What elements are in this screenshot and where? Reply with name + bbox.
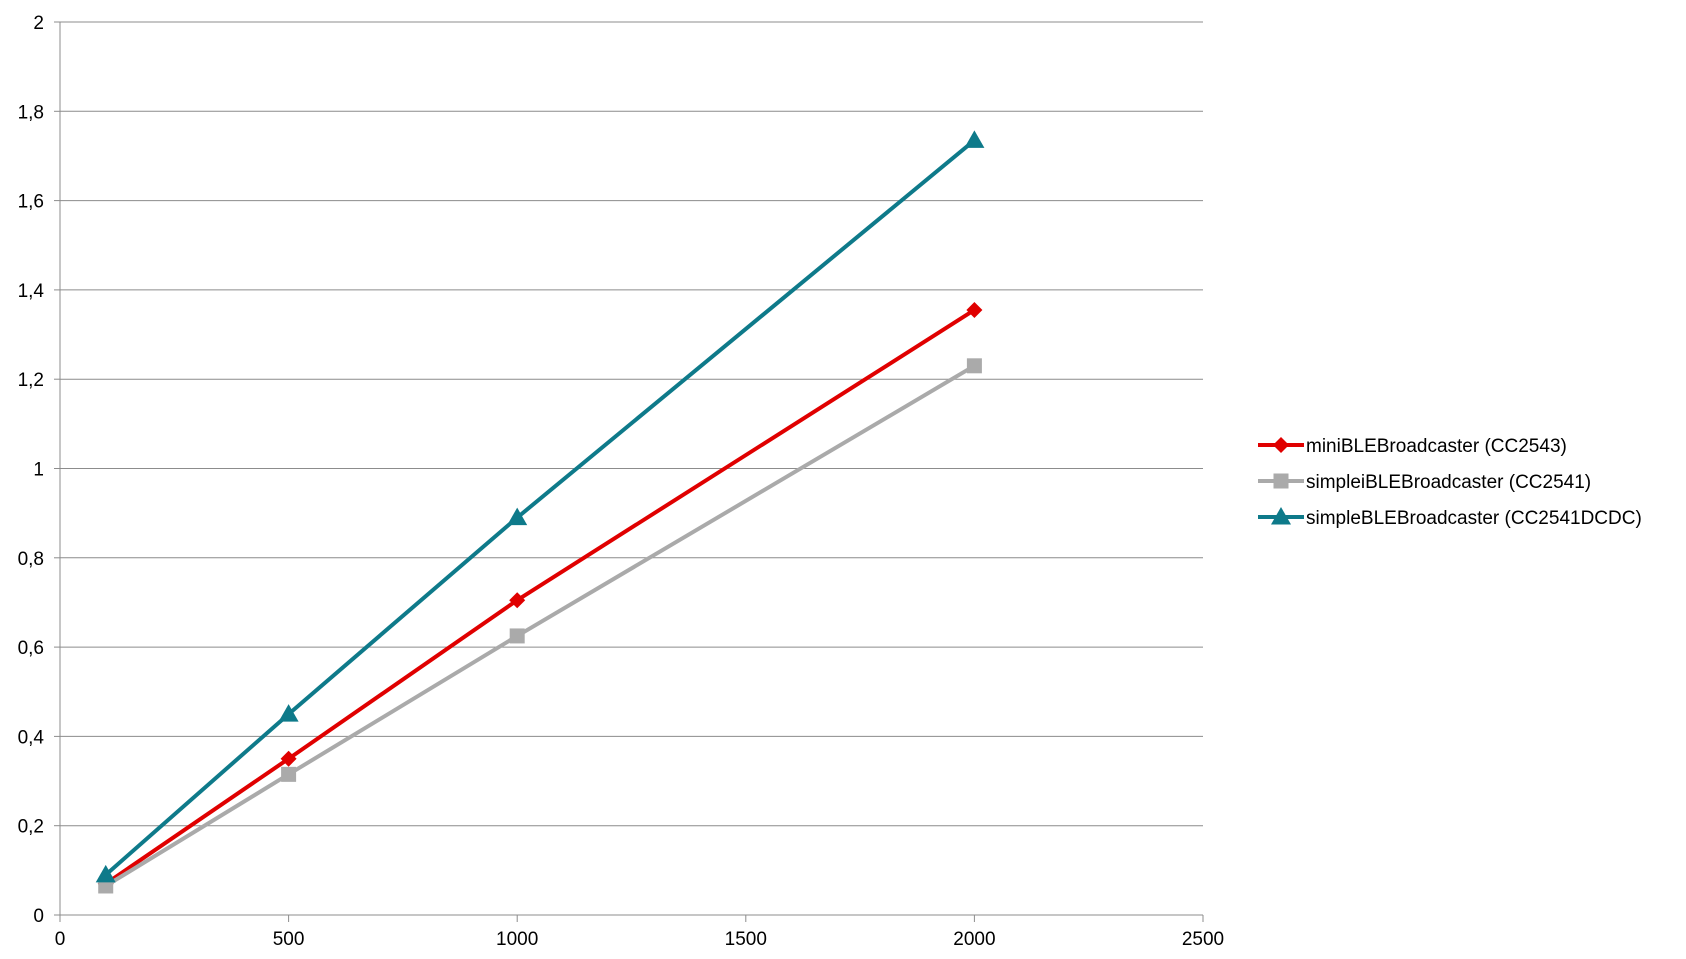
x-axis-tick-labels: 0 500 1000 1500 2000 2500 [55, 929, 1224, 950]
x-tick-label: 500 [273, 929, 305, 950]
series-line [103, 307, 977, 886]
series-layer [95, 130, 985, 894]
x-tick-label: 2500 [1182, 929, 1224, 950]
legend-label: miniBLEBroadcaster (CC2543) [1306, 436, 1567, 457]
legend-swatch-marker [1273, 437, 1289, 453]
data-point [507, 507, 528, 526]
axes [54, 21, 1204, 922]
series-line [103, 138, 977, 877]
y-tick-label: 0,8 [18, 549, 44, 570]
series-mini-ble-broadcaster [97, 301, 983, 892]
y-tick-label: 1 [33, 460, 44, 481]
legend-item: miniBLEBroadcaster (CC2543) [1258, 436, 1567, 457]
y-tick-label: 2 [33, 13, 44, 34]
y-tick-label: 1,2 [18, 370, 44, 391]
legend-label: simpleBLEBroadcaster (CC2541DCDC) [1306, 508, 1642, 529]
y-tick-label: 0,4 [18, 727, 45, 748]
series-line [103, 363, 977, 888]
data-point [95, 864, 116, 883]
data-point [964, 130, 985, 148]
data-point [966, 358, 982, 374]
legend-item: simpleBLEBroadcaster (CC2541DCDC) [1258, 507, 1642, 529]
y-tick-label: 0,6 [18, 638, 44, 659]
data-point [509, 628, 525, 644]
x-tick-label: 1500 [725, 929, 767, 950]
legend-item: simpleiBLEBroadcaster (CC2541) [1258, 472, 1591, 493]
y-tick-label: 1,4 [18, 281, 45, 302]
y-tick-label: 0 [33, 906, 44, 927]
y-tick-label: 1,8 [18, 102, 44, 123]
x-tick-label: 0 [55, 929, 66, 950]
data-point [280, 750, 297, 767]
legend-swatch-marker [1271, 507, 1291, 525]
data-point [278, 704, 299, 722]
y-tick-label: 1,6 [18, 192, 44, 213]
y-tick-label: 0,2 [18, 817, 44, 838]
series-simple-i-ble-broadcaster [98, 358, 982, 894]
series-simple-ble-broadcaster-dcdc [95, 130, 985, 883]
data-point [966, 301, 983, 318]
data-point [509, 592, 526, 609]
legend-label: simpleiBLEBroadcaster (CC2541) [1306, 472, 1591, 493]
x-tick-label: 1000 [496, 929, 538, 950]
gridlines [60, 21, 1203, 827]
data-point [281, 766, 297, 782]
x-tick-label: 2000 [953, 929, 995, 950]
legend: miniBLEBroadcaster (CC2543) simpleiBLEBro… [1258, 436, 1642, 529]
y-axis-tick-labels: 0 0,2 0,4 0,6 0,8 1 1,2 1,4 1,6 1,8 2 [18, 13, 45, 927]
legend-swatch-marker [1273, 473, 1289, 489]
